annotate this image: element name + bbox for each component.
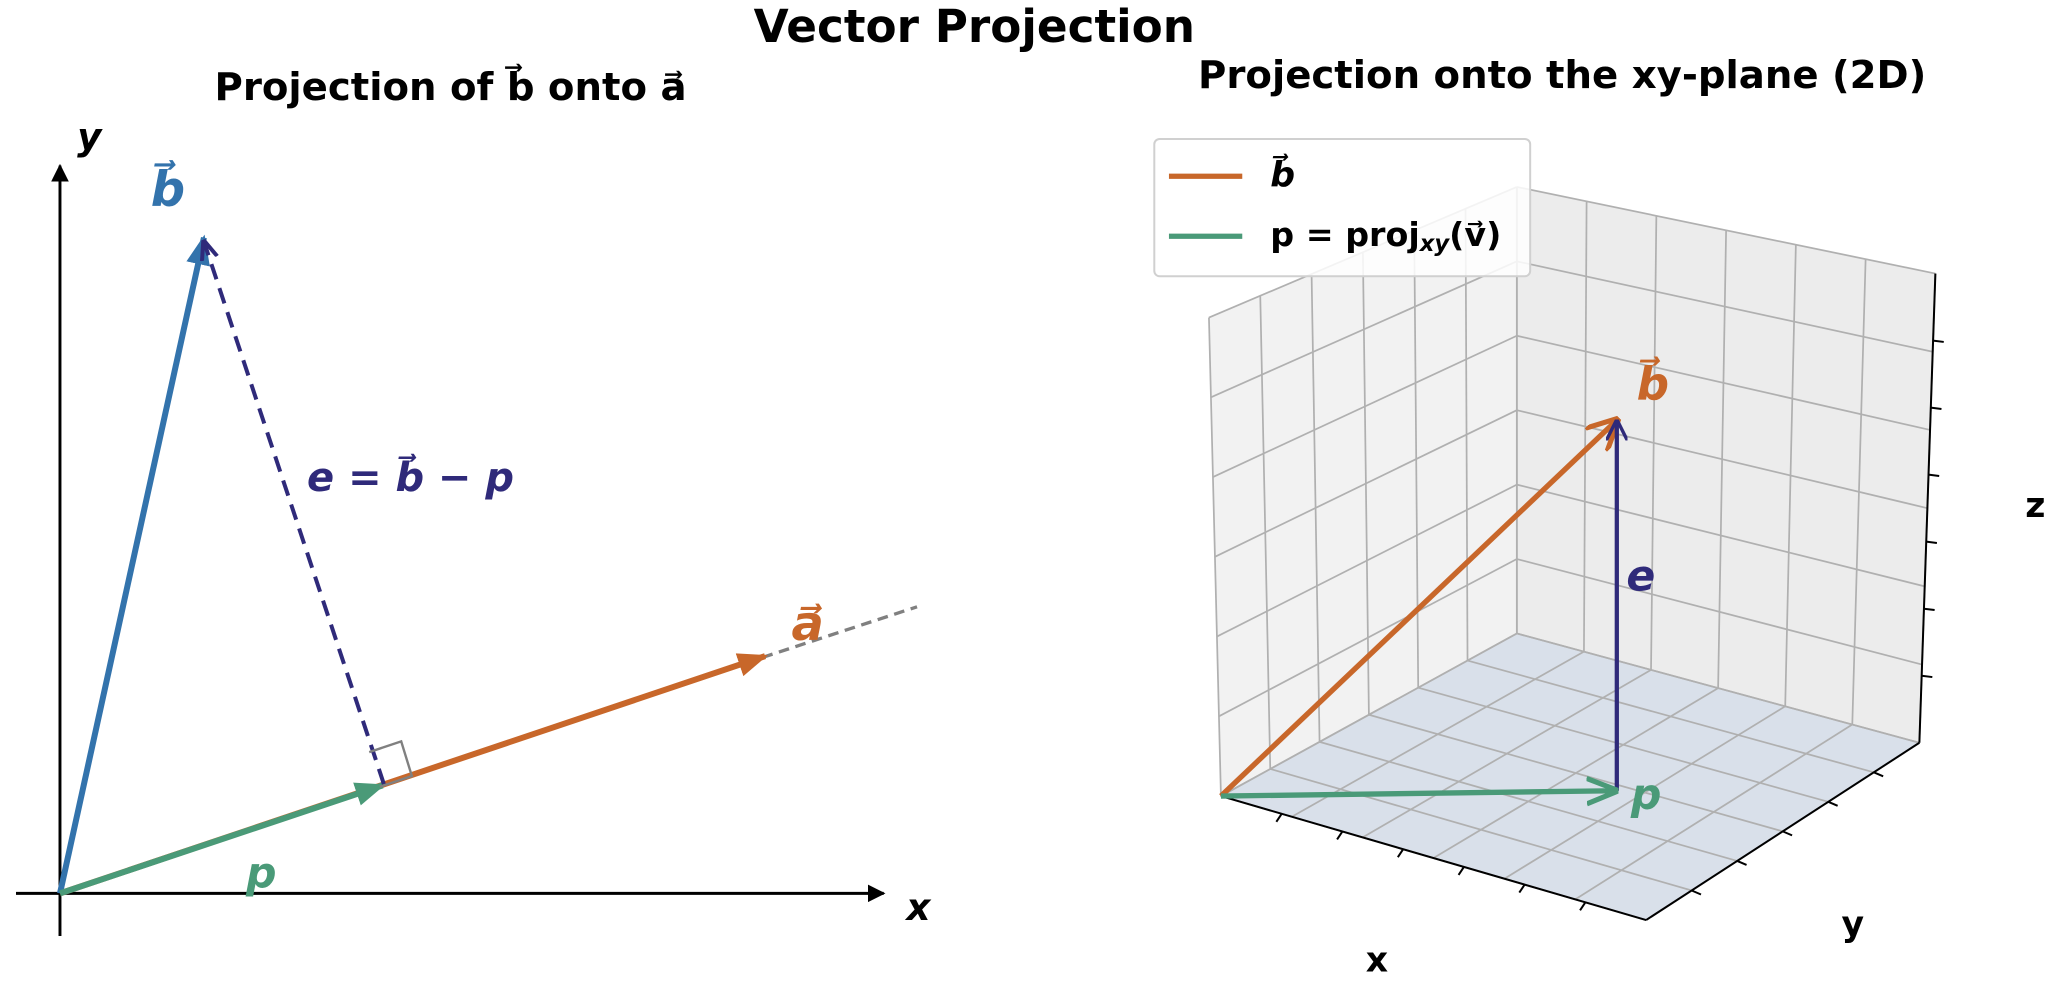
label-e-3d: e [1626, 551, 1655, 601]
tick-mark [1923, 607, 1935, 612]
vector-b-3d [1219, 420, 1617, 799]
legend-box [1153, 137, 1532, 278]
tick-mark [1827, 800, 1839, 807]
y-axis-label: y [1841, 904, 1864, 944]
figure-title: Vector Projection [754, 0, 1195, 53]
axes-3d [1208, 186, 1944, 921]
a-extension [761, 605, 918, 660]
panel-title: Projection onto the xy-plane (2D) [1198, 53, 1926, 98]
tick-mark [1518, 884, 1526, 894]
label-p-3d: p [1630, 770, 1662, 820]
grid-line [1516, 632, 1920, 744]
tick-mark [1926, 540, 1938, 544]
legend-label: p = projxy(v⃗) [1270, 215, 1501, 257]
legend-tail: (v⃗) [1449, 215, 1501, 254]
grid-line [1210, 260, 1518, 399]
tick-mark [1691, 889, 1702, 896]
legend-main: p = proj [1270, 215, 1420, 254]
grid-line [1516, 186, 1936, 275]
vector-e [204, 242, 386, 785]
vector-p-3d [1220, 791, 1616, 796]
tick-mark [1336, 830, 1344, 841]
x-axis-label: x [904, 885, 932, 929]
tick-mark [1736, 860, 1747, 866]
vector-b [57, 234, 210, 895]
tick-mark [1930, 406, 1942, 410]
right-angle [368, 739, 414, 788]
tick-mark [1457, 866, 1465, 876]
axis-line [1220, 795, 1647, 921]
x-axis-label: x [1366, 940, 1388, 980]
grid-line [1574, 723, 1853, 901]
grid-line [1516, 260, 1933, 353]
panel-title: Projection of b⃗ onto a⃗ [215, 63, 687, 110]
tick-mark [1928, 473, 1940, 477]
label-p: p [245, 849, 277, 899]
label-e: e = b⃗ − p [307, 453, 514, 501]
tick-mark [1873, 771, 1884, 778]
tick-mark [1921, 674, 1933, 679]
label-b-3d: b⃗ [1637, 356, 1669, 410]
tick-mark [1397, 848, 1404, 858]
tick-mark [1932, 339, 1944, 343]
pane-left [1208, 186, 1517, 797]
axis-line [1918, 273, 1937, 743]
z-axis-label: z [2025, 486, 2045, 526]
tick-mark [1275, 813, 1283, 823]
legend-sub: xy [1419, 231, 1451, 257]
label-a: a⃗ [792, 596, 824, 652]
pane-back [1516, 186, 1936, 743]
label-b: b⃗ [151, 160, 185, 218]
tick-mark [1782, 830, 1793, 837]
legend-label: b⃗ [1270, 153, 1295, 195]
tick-mark [1579, 901, 1587, 911]
y-axis-label: y [77, 114, 103, 158]
legend: b⃗ p = projxy(v⃗) [1153, 137, 1532, 278]
vector-p [59, 782, 386, 897]
